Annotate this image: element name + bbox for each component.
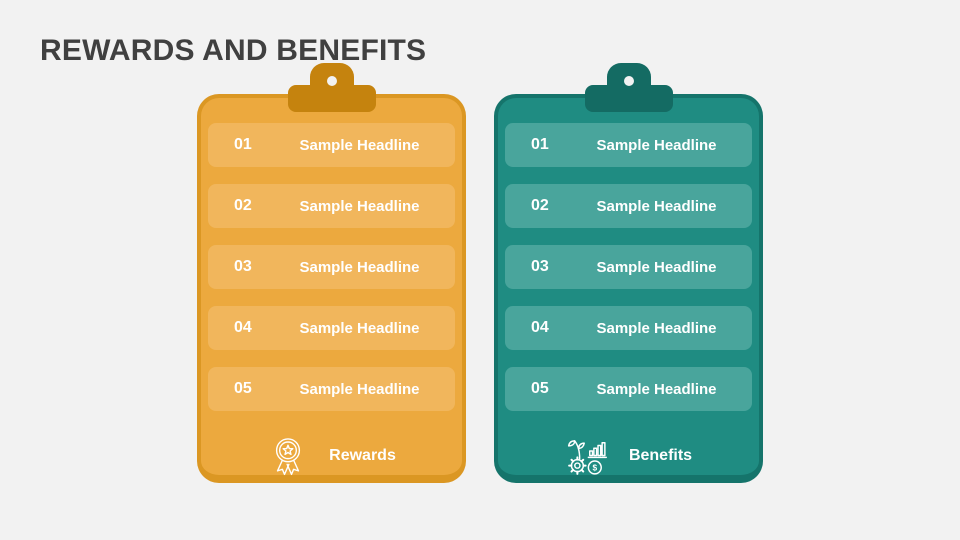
- clipboard-clip-bar: [584, 85, 673, 112]
- list-item: 05 Sample Headline: [208, 367, 455, 411]
- item-number: 02: [531, 197, 549, 214]
- benefits-footer: $ Benefits: [505, 428, 752, 484]
- item-number: 02: [234, 197, 252, 214]
- rewards-panel: 01 Sample Headline 02 Sample Headline 03…: [197, 63, 466, 483]
- item-number: 04: [531, 319, 549, 336]
- clipboard-clip-hole: [623, 76, 634, 86]
- list-item: 03 Sample Headline: [208, 245, 455, 289]
- item-number: 03: [531, 258, 549, 275]
- list-item: 01 Sample Headline: [505, 123, 752, 167]
- item-headline: Sample Headline: [299, 197, 420, 215]
- clipboard-clip-bar: [287, 85, 376, 112]
- list-item: 02 Sample Headline: [208, 184, 455, 228]
- list-item: 05 Sample Headline: [505, 367, 752, 411]
- award-medal-icon: [267, 433, 309, 479]
- benefits-board: 01 Sample Headline 02 Sample Headline 03…: [494, 94, 763, 483]
- rewards-board: 01 Sample Headline 02 Sample Headline 03…: [197, 94, 466, 483]
- svg-text:$: $: [592, 463, 597, 472]
- item-number: 01: [234, 136, 252, 153]
- item-headline: Sample Headline: [299, 380, 420, 398]
- list-item: 03 Sample Headline: [505, 245, 752, 289]
- item-headline: Sample Headline: [596, 319, 717, 337]
- list-item: 04 Sample Headline: [208, 306, 455, 350]
- panel-label: Benefits: [628, 447, 693, 464]
- growth-gear-coin-chart-icon: $: [565, 433, 609, 479]
- item-headline: Sample Headline: [299, 319, 420, 337]
- panel-label: Rewards: [329, 447, 396, 464]
- clipboard-clip-hole: [326, 76, 337, 86]
- item-number: 01: [531, 136, 549, 153]
- item-headline: Sample Headline: [299, 136, 420, 154]
- page-title: REWARDS AND BENEFITS: [40, 34, 427, 68]
- list-item: 02 Sample Headline: [505, 184, 752, 228]
- item-headline: Sample Headline: [596, 380, 717, 398]
- item-number: 05: [234, 380, 252, 397]
- list-item: 04 Sample Headline: [505, 306, 752, 350]
- rewards-footer: Rewards: [208, 428, 455, 484]
- item-headline: Sample Headline: [596, 197, 717, 215]
- item-headline: Sample Headline: [299, 258, 420, 276]
- list-item: 01 Sample Headline: [208, 123, 455, 167]
- item-headline: Sample Headline: [596, 136, 717, 154]
- benefits-panel: 01 Sample Headline 02 Sample Headline 03…: [494, 63, 763, 483]
- item-number: 05: [531, 380, 549, 397]
- item-headline: Sample Headline: [596, 258, 717, 276]
- item-number: 04: [234, 319, 252, 336]
- item-number: 03: [234, 258, 252, 275]
